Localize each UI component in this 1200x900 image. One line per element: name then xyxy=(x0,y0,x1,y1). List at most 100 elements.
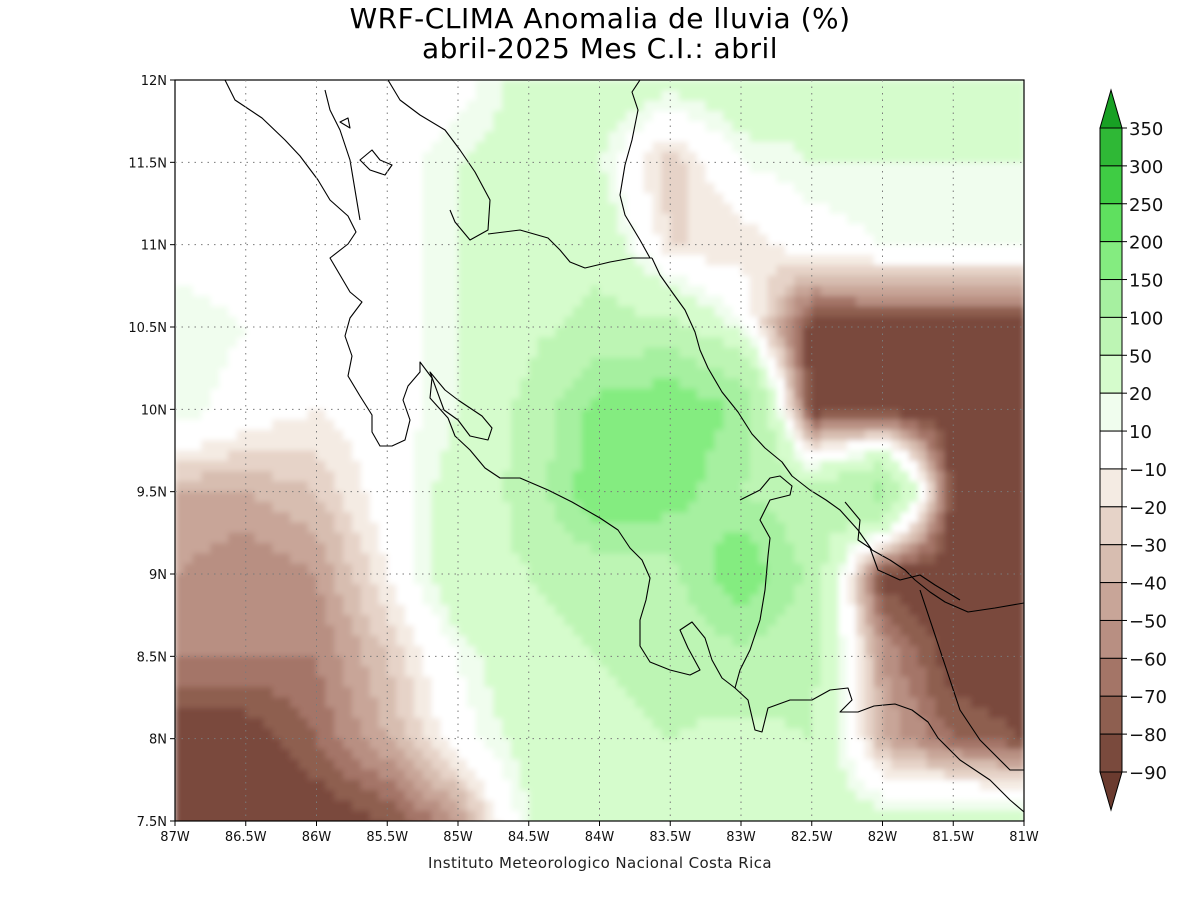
field-cell xyxy=(316,450,327,462)
field-cell xyxy=(219,553,229,565)
field-cell xyxy=(679,255,689,267)
field-cell xyxy=(573,162,583,174)
field-cell xyxy=(988,234,999,246)
field-cell xyxy=(997,563,1008,575)
field-cell xyxy=(634,337,645,349)
field-cell xyxy=(440,193,450,205)
field-cell xyxy=(794,110,804,122)
field-cell xyxy=(758,255,769,267)
field-cell xyxy=(962,512,972,524)
field-cell xyxy=(979,440,990,452)
field-cell xyxy=(847,460,857,472)
field-cell xyxy=(369,265,380,277)
field-cell xyxy=(228,244,238,256)
field-cell xyxy=(864,440,875,452)
field-cell xyxy=(670,265,680,277)
field-cell xyxy=(749,337,760,349)
field-cell xyxy=(219,90,229,102)
field-cell xyxy=(696,296,707,308)
field-cell xyxy=(741,368,751,380)
field-cell xyxy=(422,429,433,441)
field-cell xyxy=(643,110,654,122)
field-cell xyxy=(245,512,256,524)
field-cell xyxy=(528,265,539,277)
field-cell xyxy=(820,265,831,277)
field-cell xyxy=(909,327,919,339)
field-cell xyxy=(1015,532,1024,544)
field-cell xyxy=(528,224,539,236)
field-cell xyxy=(369,255,380,267)
field-cell xyxy=(617,203,627,215)
field-cell xyxy=(856,296,866,308)
field-cell xyxy=(528,234,539,246)
field-cell xyxy=(493,193,503,205)
field-cell xyxy=(528,378,539,390)
field-cell xyxy=(944,162,954,174)
field-cell xyxy=(741,100,751,112)
field-cell xyxy=(962,306,972,318)
field-cell xyxy=(909,213,919,225)
field-cell xyxy=(802,594,813,606)
field-cell xyxy=(387,172,397,184)
field-cell xyxy=(873,80,884,92)
field-cell xyxy=(882,368,893,380)
field-cell xyxy=(484,244,495,256)
field-cell xyxy=(210,110,220,122)
field-cell xyxy=(741,110,751,122)
field-cell xyxy=(555,141,565,153)
field-cell xyxy=(732,193,742,205)
field-cell xyxy=(829,604,839,616)
field-cell xyxy=(882,357,893,369)
field-cell xyxy=(519,162,530,174)
field-cell xyxy=(316,378,327,390)
field-cell xyxy=(573,327,583,339)
field-cell xyxy=(794,491,804,503)
field-cell xyxy=(475,152,486,164)
field-cell xyxy=(856,213,866,225)
field-cell xyxy=(732,584,742,596)
field-cell xyxy=(573,110,583,122)
field-cell xyxy=(988,543,999,555)
field-cell xyxy=(581,182,592,194)
field-cell xyxy=(413,399,424,411)
field-cell xyxy=(210,574,220,586)
field-cell xyxy=(201,409,212,421)
field-cell xyxy=(210,532,220,544)
field-cell xyxy=(440,584,450,596)
field-cell xyxy=(634,574,645,586)
field-cell xyxy=(298,152,309,164)
field-cell xyxy=(1015,244,1024,256)
field-cell xyxy=(767,172,778,184)
field-cell xyxy=(988,419,999,431)
field-cell xyxy=(661,574,671,586)
field-cell xyxy=(652,563,663,575)
field-cell xyxy=(944,234,954,246)
field-cell xyxy=(201,316,212,328)
field-cell xyxy=(555,316,565,328)
field-cell xyxy=(829,296,839,308)
field-cell xyxy=(316,265,327,277)
field-cell xyxy=(387,213,397,225)
field-cell xyxy=(900,399,910,411)
field-cell xyxy=(404,460,415,472)
field-cell xyxy=(856,419,866,431)
field-cell xyxy=(634,90,645,102)
field-cell xyxy=(263,327,273,339)
field-cell xyxy=(546,265,556,277)
field-cell xyxy=(387,193,397,205)
field-cell xyxy=(404,224,415,236)
field-cell xyxy=(634,471,645,483)
field-cell xyxy=(581,409,592,421)
field-cell xyxy=(245,584,256,596)
field-cell xyxy=(466,563,477,575)
field-cell xyxy=(219,234,229,246)
field-cell xyxy=(741,594,751,606)
field-cell xyxy=(785,131,795,143)
field-cell xyxy=(873,244,884,256)
field-cell xyxy=(466,203,477,215)
field-cell xyxy=(590,90,601,102)
field-cell xyxy=(634,604,645,616)
field-cell xyxy=(281,275,291,287)
field-cell xyxy=(519,347,530,359)
field-cell xyxy=(263,450,273,462)
